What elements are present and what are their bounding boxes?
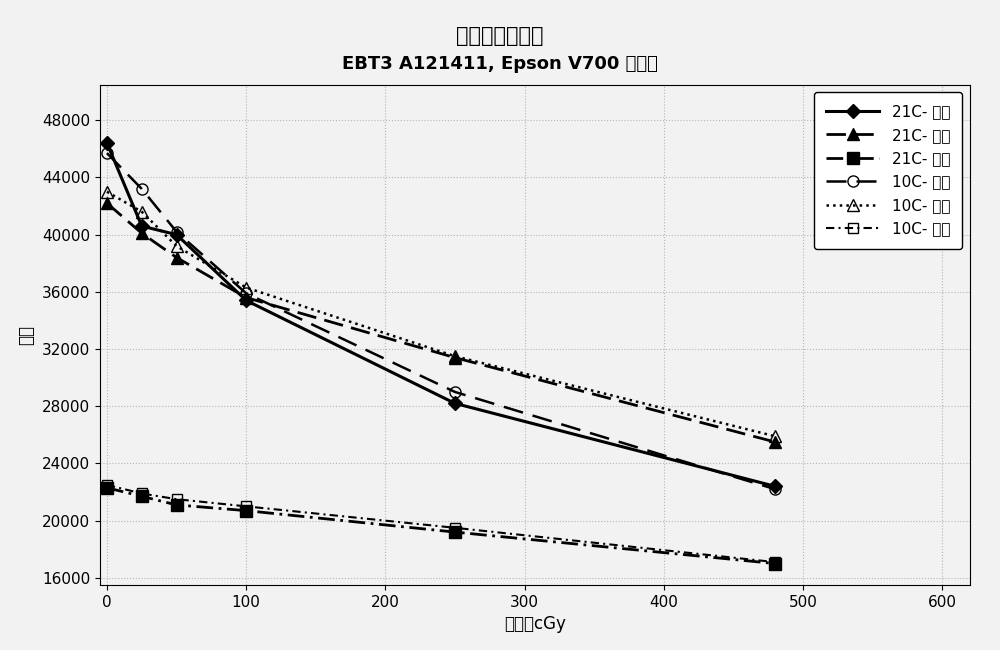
10C- 绿色: [240, 283, 252, 291]
21C- 绿色: [769, 438, 781, 446]
10C- 蓝色: [449, 524, 461, 532]
Text: EBT3 A121411, Epson V700 扫描器: EBT3 A121411, Epson V700 扫描器: [342, 55, 658, 73]
Line: 21C- 绿色: 21C- 绿色: [101, 197, 781, 448]
21C- 蓝色: [171, 501, 183, 509]
21C- 蓝色: [101, 484, 113, 491]
21C- 红色: [769, 482, 781, 490]
10C- 蓝色: [136, 489, 148, 497]
21C- 绿色: [449, 354, 461, 361]
10C- 绿色: [769, 432, 781, 440]
X-axis label: 剂量，cGy: 剂量，cGy: [504, 616, 566, 633]
10C- 绿色: [449, 352, 461, 360]
21C- 蓝色: [136, 493, 148, 500]
21C- 绿色: [240, 294, 252, 302]
10C- 红色: [449, 388, 461, 396]
21C- 绿色: [101, 200, 113, 207]
21C- 红色: [449, 400, 461, 408]
10C- 绿色: [171, 242, 183, 250]
Line: 10C- 蓝色: 10C- 蓝色: [102, 480, 780, 567]
21C- 蓝色: [240, 507, 252, 515]
10C- 红色: [769, 486, 781, 493]
21C- 红色: [136, 222, 148, 230]
10C- 红色: [136, 185, 148, 193]
21C- 红色: [240, 296, 252, 304]
21C- 绿色: [136, 229, 148, 237]
Line: 21C- 红色: 21C- 红色: [102, 138, 780, 491]
Legend: 21C- 红色, 21C- 绿色, 21C- 蓝色, 10C- 红色, 10C- 绿色, 10C- 蓝色: 21C- 红色, 21C- 绿色, 21C- 蓝色, 10C- 红色, 10C-…: [814, 92, 962, 248]
21C- 红色: [101, 139, 113, 147]
21C- 蓝色: [449, 528, 461, 536]
10C- 蓝色: [769, 558, 781, 566]
Line: 21C- 蓝色: 21C- 蓝色: [101, 482, 781, 569]
10C- 绿色: [101, 188, 113, 196]
Text: 扫描温度的影响: 扫描温度的影响: [456, 26, 544, 46]
10C- 红色: [101, 150, 113, 157]
10C- 蓝色: [171, 495, 183, 503]
Line: 10C- 绿色: 10C- 绿色: [101, 185, 781, 443]
10C- 红色: [240, 289, 252, 297]
10C- 蓝色: [101, 481, 113, 489]
Y-axis label: 响应: 响应: [17, 325, 35, 344]
21C- 绿色: [171, 254, 183, 261]
10C- 蓝色: [240, 502, 252, 510]
21C- 蓝色: [769, 560, 781, 567]
21C- 红色: [171, 231, 183, 239]
10C- 绿色: [136, 208, 148, 216]
10C- 红色: [171, 228, 183, 236]
Line: 10C- 红色: 10C- 红色: [101, 148, 781, 495]
